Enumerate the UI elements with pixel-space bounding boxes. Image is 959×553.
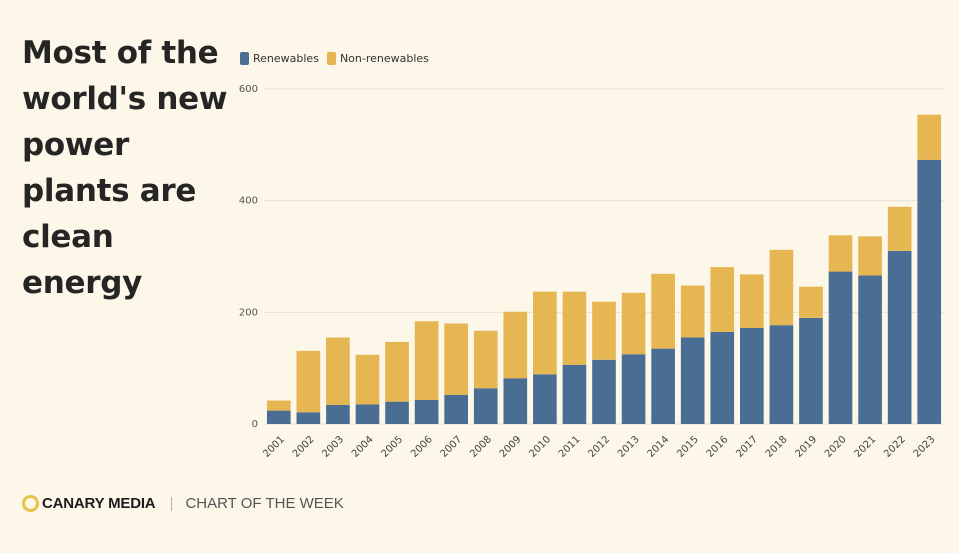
x-tick-label-2008: 2008 — [468, 434, 494, 460]
y-tick-label-0: 0 — [252, 419, 258, 430]
bar-renewables-2008 — [473, 388, 498, 424]
y-tick-label-400: 400 — [239, 196, 258, 207]
footer-divider — [171, 496, 173, 511]
x-tick-label-2012: 2012 — [586, 434, 612, 460]
x-tick-label-2016: 2016 — [705, 434, 731, 460]
legend-item-non-renewables: Non-renewables — [326, 52, 429, 65]
bar-renewables-2012 — [592, 359, 616, 424]
bar-non-renewables-2012 — [592, 301, 616, 360]
bar-renewables-2006 — [414, 399, 439, 424]
bar-non-renewables-2022 — [887, 206, 912, 251]
x-tick-label-2009: 2009 — [498, 434, 524, 460]
x-tick-label-2005: 2005 — [380, 434, 406, 460]
bar-non-renewables-2023 — [917, 114, 942, 160]
x-tick-label-2010: 2010 — [527, 434, 553, 460]
bar-non-renewables-2001 — [266, 400, 291, 411]
x-tick-label-2018: 2018 — [764, 434, 790, 460]
bar-non-renewables-2013 — [621, 292, 646, 355]
x-tick-label-2015: 2015 — [675, 434, 701, 460]
x-tick-label-2006: 2006 — [409, 434, 435, 460]
bar-renewables-2002 — [296, 412, 321, 424]
bar-renewables-2014 — [651, 348, 675, 424]
bar-renewables-2010 — [533, 374, 557, 424]
footer: CANARY MEDIA CHART OF THE WEEK — [22, 495, 344, 512]
x-tick-label-2013: 2013 — [616, 434, 642, 460]
bar-renewables-2019 — [799, 317, 823, 424]
legend-label-non-renewables: Non-renewables — [339, 52, 429, 65]
legend-item-renewables: Renewables — [240, 52, 319, 65]
x-tick-label-2004: 2004 — [350, 434, 376, 460]
bar-renewables-2005 — [385, 401, 409, 424]
x-tick-label-2023: 2023 — [912, 434, 938, 460]
bar-non-renewables-2009 — [503, 311, 528, 379]
bar-renewables-2007 — [444, 394, 468, 424]
bar-non-renewables-2011 — [562, 291, 587, 365]
bar-renewables-2021 — [858, 275, 882, 424]
bar-non-renewables-2003 — [326, 337, 350, 406]
bar-renewables-2018 — [769, 325, 794, 424]
bar-renewables-2015 — [680, 337, 705, 424]
bar-non-renewables-2021 — [858, 236, 882, 276]
legend-swatch-non-renewables — [326, 52, 336, 65]
bar-non-renewables-2008 — [473, 330, 498, 389]
x-tick-label-2007: 2007 — [439, 434, 465, 460]
bar-renewables-2013 — [621, 354, 646, 424]
bar-renewables-2009 — [503, 378, 528, 424]
bar-non-renewables-2007 — [444, 323, 468, 395]
bar-renewables-2016 — [710, 331, 735, 424]
bar-renewables-2001 — [266, 410, 291, 424]
x-tick-label-2003: 2003 — [320, 434, 346, 460]
bar-renewables-2022 — [887, 250, 912, 424]
chart-legend: Renewables Non-renewables — [240, 52, 437, 65]
canary-logo-icon — [22, 495, 39, 512]
bar-renewables-2004 — [355, 404, 380, 424]
bar-renewables-2003 — [326, 405, 350, 424]
x-tick-label-2017: 2017 — [734, 434, 760, 460]
x-tick-label-2020: 2020 — [823, 434, 849, 460]
bar-renewables-2020 — [828, 271, 853, 424]
bar-non-renewables-2020 — [828, 235, 853, 272]
bar-non-renewables-2014 — [651, 273, 675, 349]
brand-name: CANARY MEDIA — [42, 495, 156, 512]
bar-non-renewables-2010 — [533, 291, 557, 375]
bar-non-renewables-2017 — [740, 274, 764, 328]
y-tick-label-200: 200 — [239, 307, 258, 318]
bar-renewables-2017 — [740, 327, 764, 424]
bar-non-renewables-2015 — [680, 285, 705, 338]
x-tick-label-2021: 2021 — [853, 434, 879, 460]
bar-non-renewables-2016 — [710, 267, 735, 332]
legend-swatch-renewables — [240, 52, 249, 65]
bar-non-renewables-2002 — [296, 350, 321, 413]
x-tick-label-2014: 2014 — [646, 434, 672, 460]
bar-non-renewables-2006 — [414, 321, 439, 400]
x-tick-label-2019: 2019 — [793, 434, 819, 460]
headline: Most of the world's new power plants are… — [22, 35, 228, 301]
bar-non-renewables-2018 — [769, 249, 794, 326]
bar-non-renewables-2005 — [385, 341, 409, 402]
x-tick-label-2011: 2011 — [557, 434, 583, 460]
bar-non-renewables-2004 — [355, 354, 380, 405]
x-tick-label-2001: 2001 — [261, 434, 287, 460]
bar-renewables-2011 — [562, 364, 587, 424]
x-tick-label-2022: 2022 — [882, 434, 908, 460]
y-tick-label-600: 600 — [239, 84, 258, 95]
bar-non-renewables-2019 — [799, 286, 823, 318]
footer-tagline: CHART OF THE WEEK — [185, 495, 344, 512]
bar-renewables-2023 — [917, 159, 942, 425]
x-tick-label-2002: 2002 — [291, 434, 317, 460]
legend-label-renewables: Renewables — [253, 52, 319, 65]
